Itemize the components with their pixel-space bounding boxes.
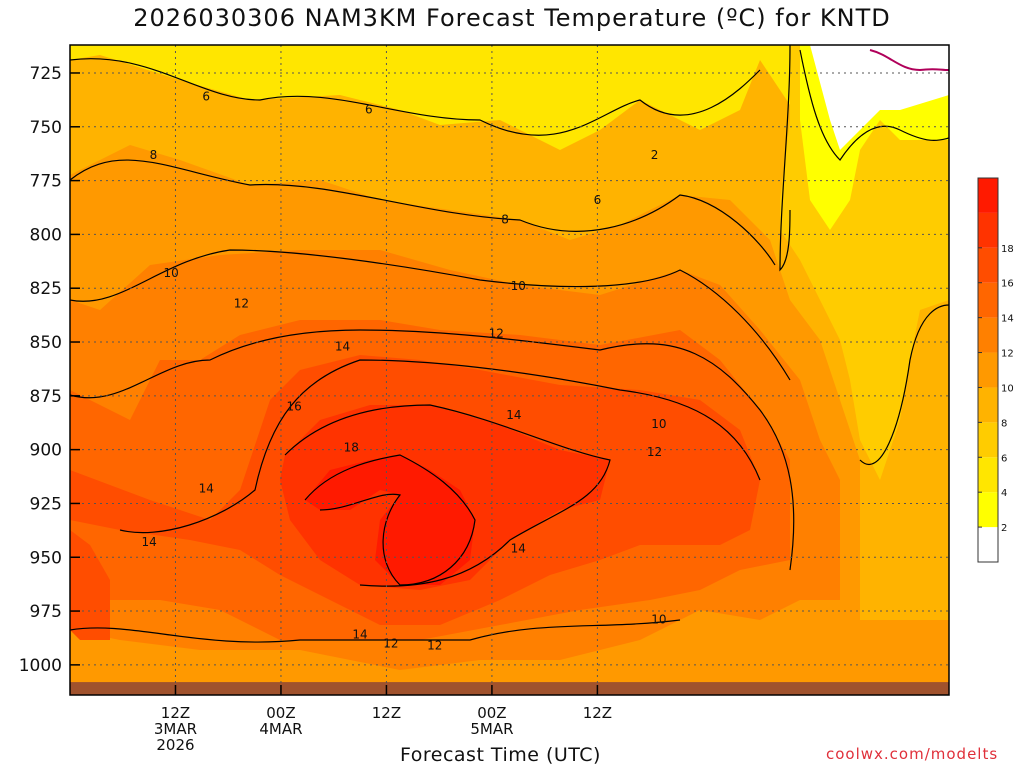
y-tick-label: 850 xyxy=(30,333,62,353)
y-tick-label: 925 xyxy=(30,494,62,514)
plot-frame xyxy=(69,44,950,696)
contour-label: 10 xyxy=(651,417,666,431)
contour-label: 8 xyxy=(501,212,509,226)
legend-swatch xyxy=(978,212,998,248)
contour-line-6 xyxy=(304,454,476,586)
contour-lines xyxy=(70,45,949,643)
contour-label: 10 xyxy=(163,266,178,280)
contour-label: 18 xyxy=(344,440,359,454)
contour-label: 14 xyxy=(511,542,526,556)
contour-label: 14 xyxy=(506,408,521,422)
contour-label: 14 xyxy=(335,339,350,353)
contour-label: 10 xyxy=(511,279,526,293)
contour-label: 6 xyxy=(365,103,373,117)
contour-label: 14 xyxy=(141,535,156,549)
contour-line-7 xyxy=(799,49,949,161)
ground-surface xyxy=(70,682,949,695)
contour-label: 14 xyxy=(352,628,367,642)
contour-line-10 xyxy=(859,304,949,466)
temperature-bands xyxy=(70,45,949,695)
legend-label: 14 xyxy=(1001,314,1014,325)
y-axis: 725 750 775 800 825 850 875 900 925 950 975 1000 xyxy=(19,64,80,676)
legend-frame xyxy=(977,177,999,563)
contour-label: 12 xyxy=(489,326,504,340)
contour-label: 10 xyxy=(651,613,666,627)
x-tick-label: 4MAR xyxy=(259,720,302,738)
contour-line-2 xyxy=(70,249,791,381)
legend-swatch xyxy=(978,457,998,493)
contour-label: 12 xyxy=(234,296,249,310)
legend-swatch xyxy=(978,178,998,213)
legend-swatch xyxy=(978,422,998,458)
contour-label: 12 xyxy=(647,445,662,459)
y-tick-label: 875 xyxy=(30,387,62,407)
x-tick-label: 5MAR xyxy=(470,720,513,738)
credit-link[interactable]: coolwx.com/modelts xyxy=(826,745,999,763)
temperature-band-7 xyxy=(305,455,475,585)
legend-swatch xyxy=(978,352,998,388)
legend-swatch xyxy=(978,282,998,318)
x-tick-label: 00Z xyxy=(266,704,295,722)
y-tick-label: 900 xyxy=(30,441,62,461)
contour-label: 16 xyxy=(287,400,302,414)
contour-label: 6 xyxy=(594,193,602,207)
contour-label: 6 xyxy=(202,90,210,104)
temperature-band-1 xyxy=(70,45,800,150)
legend-label: 6 xyxy=(1001,453,1007,464)
y-tick-label: 950 xyxy=(30,548,62,568)
color-legend: 2 4 6 8 10 12 14 16 18 xyxy=(977,177,1014,563)
contour-label: 8 xyxy=(150,148,158,162)
y-tick-label: 800 xyxy=(30,225,62,245)
contour-label: 12 xyxy=(427,638,442,652)
ground-band xyxy=(70,682,949,695)
y-tick-label: 775 xyxy=(30,172,62,192)
contour-line-5 xyxy=(284,404,611,587)
x-axis-title: Forecast Time (UTC) xyxy=(400,744,601,766)
legend-label: 16 xyxy=(1001,279,1014,290)
legend-label: 4 xyxy=(1001,488,1007,499)
y-tick-label: 825 xyxy=(30,279,62,299)
freezing-line xyxy=(869,49,949,72)
x-tick-label: 00Z xyxy=(477,704,506,722)
y-tick-label: 1000 xyxy=(19,656,62,676)
temperature-band-11 xyxy=(810,45,949,150)
y-tick-label: 725 xyxy=(30,64,62,84)
legend-swatch xyxy=(978,527,998,562)
contour-label: 2 xyxy=(651,148,659,162)
legend-label: 12 xyxy=(1001,349,1014,360)
x-tick-label: 12Z xyxy=(372,704,401,722)
contour-line-0 xyxy=(70,58,761,136)
x-tick-label: 3MAR xyxy=(154,720,197,738)
contour-line-4 xyxy=(119,359,761,534)
contour-label: 12 xyxy=(383,636,398,650)
legend-label: 18 xyxy=(1001,244,1014,255)
legend-swatch xyxy=(978,247,998,283)
x-tick-label: 12Z xyxy=(583,704,612,722)
x-tick-label: 2026 xyxy=(156,736,194,754)
contour-line-8 xyxy=(779,45,791,272)
contour-line-1 xyxy=(70,159,776,266)
plot-area xyxy=(70,45,949,695)
legend-swatch xyxy=(978,492,998,528)
grid-lines xyxy=(70,45,949,695)
y-tick-label: 975 xyxy=(30,602,62,622)
contour-labels: 6 6 8 2 6 8 10 10 12 12 14 14 16 10 18 12 14 14 14 10 12 14 12 xyxy=(141,90,666,653)
legend-label: 2 xyxy=(1001,523,1007,534)
contour-line-9 xyxy=(70,619,681,643)
y-tick-label: 750 xyxy=(30,118,62,138)
x-tick-label: 12Z xyxy=(161,704,190,722)
legend-label: 8 xyxy=(1001,418,1007,429)
legend-label: 10 xyxy=(1001,383,1014,394)
legend-swatch xyxy=(978,317,998,353)
contour-label: 14 xyxy=(199,481,214,495)
contour-line-3 xyxy=(70,329,795,571)
chart-title: 2026030306 NAM3KM Forecast Temperature (… xyxy=(133,4,891,32)
legend-swatch xyxy=(978,387,998,423)
